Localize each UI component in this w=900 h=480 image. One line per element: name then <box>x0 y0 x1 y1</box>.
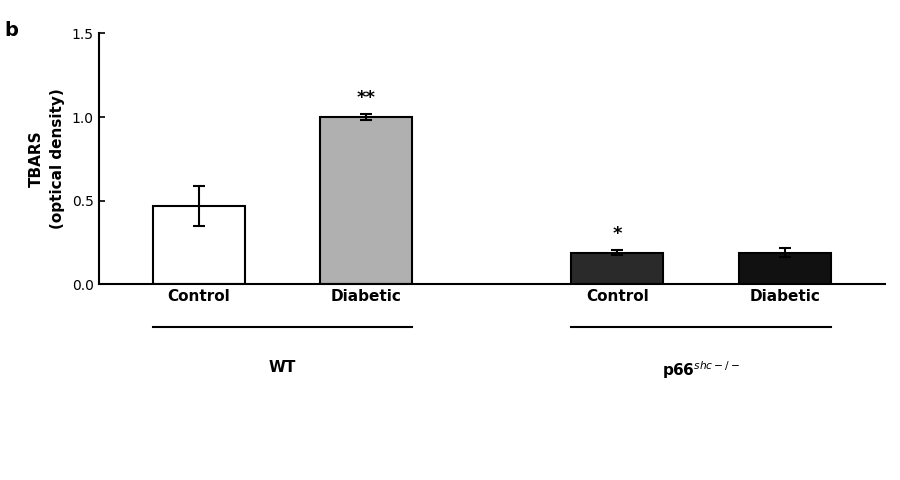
Text: p66$^{shc-/-}$: p66$^{shc-/-}$ <box>662 360 740 382</box>
Text: **: ** <box>357 89 376 107</box>
Bar <box>153 206 245 285</box>
Bar <box>739 252 831 285</box>
Y-axis label: TBARS
(optical density): TBARS (optical density) <box>29 89 65 229</box>
Text: b: b <box>4 21 18 40</box>
Bar <box>320 117 412 285</box>
Bar <box>572 252 663 285</box>
Text: *: * <box>613 226 622 243</box>
Text: WT: WT <box>269 360 296 375</box>
